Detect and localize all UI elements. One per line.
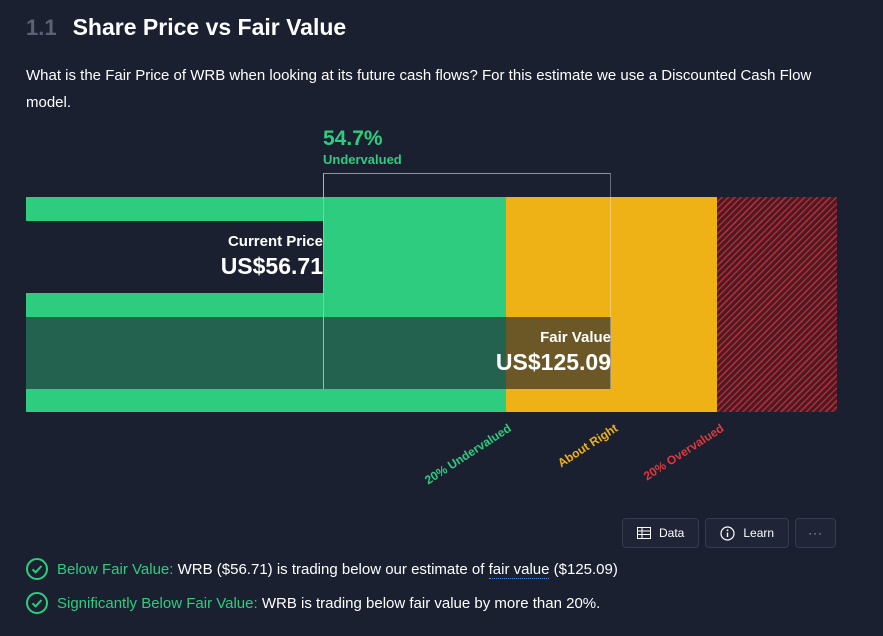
- check-text-end: ($125.09): [549, 560, 618, 578]
- zone-label-undervalued: 20% Undervalued: [422, 421, 514, 488]
- fair-value-link[interactable]: fair value: [488, 560, 550, 579]
- fair-value-value: US$125.09: [495, 349, 611, 375]
- table-icon: [637, 527, 651, 539]
- current-price-bar: [26, 221, 324, 293]
- current-price-label: Current Price US$56.71: [221, 233, 323, 280]
- chart-actions: Data Learn ···: [622, 518, 837, 548]
- zone-label-overvalued: 20% Overvalued: [641, 421, 727, 484]
- check-significantly-below: Significantly Below Fair Value: WRB is t…: [26, 592, 600, 614]
- data-button-label: Data: [659, 526, 685, 540]
- zone-label-about-right: About Right: [555, 421, 621, 471]
- check-label: Below Fair Value:: [57, 560, 174, 578]
- check-text: WRB is trading below fair value by more …: [261, 594, 601, 612]
- learn-button[interactable]: Learn: [705, 518, 790, 548]
- section-number: 1.1: [26, 15, 57, 40]
- fair-value-bar: [26, 317, 611, 389]
- data-button[interactable]: Data: [622, 518, 700, 548]
- check-circle-icon: [26, 592, 48, 614]
- section-description: What is the Fair Price of WRB when looki…: [26, 67, 812, 111]
- zone-overvalued: [717, 197, 837, 412]
- info-icon: [720, 525, 735, 541]
- check-circle-icon: [26, 558, 48, 580]
- section-heading: 1.1 Share Price vs Fair Value: [26, 14, 346, 41]
- check-label: Significantly Below Fair Value:: [57, 594, 258, 612]
- current-price-title: Current Price: [227, 233, 323, 250]
- fair-value-title: Fair Value: [540, 329, 611, 346]
- current-price-value: US$56.71: [220, 253, 323, 279]
- check-below-fair-value: Below Fair Value: WRB ($56.71) is tradin…: [26, 558, 618, 580]
- section-title: Share Price vs Fair Value: [72, 14, 347, 40]
- fair-value-chart: Current Price US$56.71 Fair Value US$125…: [26, 125, 837, 488]
- difference-bracket: [323, 173, 611, 389]
- difference-percent: 54.7%: [323, 127, 383, 150]
- check-text: WRB ($56.71) is trading below our estima…: [177, 560, 489, 578]
- difference-label: Undervalued: [323, 152, 402, 167]
- learn-button-label: Learn: [743, 526, 775, 540]
- more-button[interactable]: ···: [795, 518, 837, 548]
- fair-value-label: Fair Value US$125.09: [496, 329, 611, 376]
